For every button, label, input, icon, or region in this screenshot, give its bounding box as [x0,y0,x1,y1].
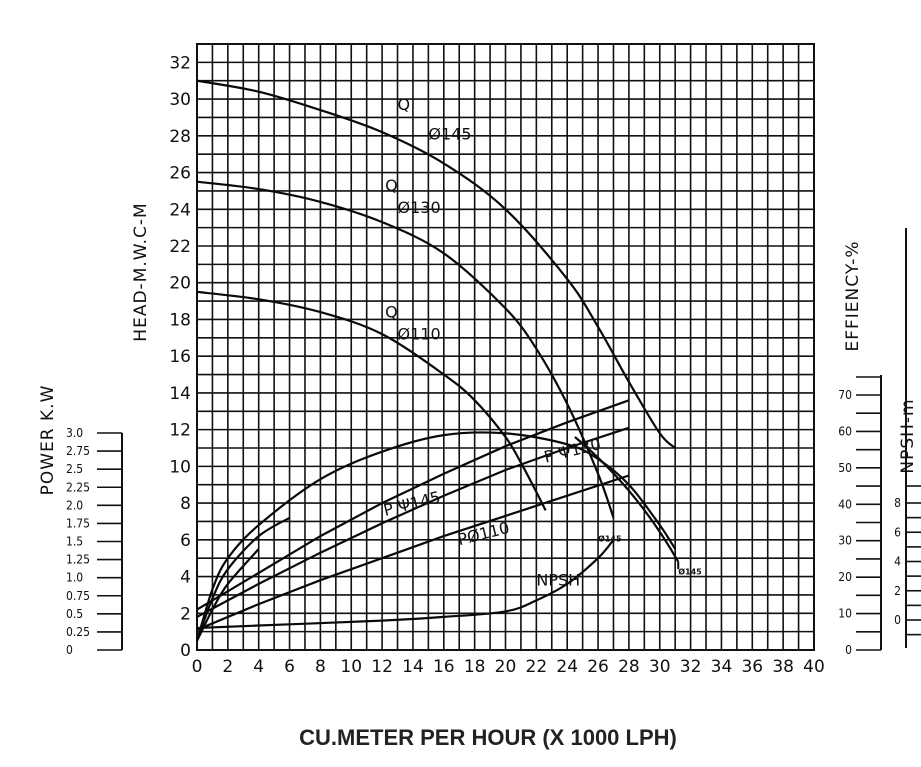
y-tick-label: 0 [180,641,191,661]
power-tick-label: 0.25 [66,625,90,639]
x-tick-label: 20 [495,657,517,677]
power-tick-label: 1.5 [66,535,83,549]
y-tick-label: 22 [169,237,191,257]
power-tick-label: 2.0 [66,498,83,512]
power-axis-title: POWER K.W [38,385,58,496]
x-tick-label: 24 [556,657,578,677]
power-tick-label: 1.0 [66,571,83,585]
efficiency-tick-label: 50 [838,461,852,475]
efficiency-tick-label: 0 [845,643,852,657]
efficiency-tick-label: 70 [838,388,852,402]
x-axis-title: CU.METER PER HOUR (X 1000 LPH) [299,725,677,750]
npsh-tick-label: 4 [894,555,901,569]
npsh-tick-label: 8 [894,496,901,510]
power-tick-label: 2.5 [66,462,83,476]
efficiency-tick-label: 10 [838,607,852,621]
y-tick-label: 26 [169,164,191,184]
power-tick-label: 0 [66,643,73,657]
q110-dia-label: Ø110 [398,325,441,344]
npsh-end-label: Ø145 [598,534,622,544]
curve-power-145 [196,399,630,611]
y-tick-label: 14 [169,384,191,404]
curve-efficiency-eff130 [195,516,291,642]
q130-label: Q [385,176,398,195]
curve-head-145 [196,79,676,449]
p145-label: P Ψ145 [382,487,443,519]
y-tick-label: 12 [169,421,191,441]
y-tick-label: 6 [180,531,191,551]
power-tick-label: 2.25 [66,480,90,494]
npsh-axis-title: NPSH-m [898,398,918,473]
curve-layer [195,79,680,642]
x-tick-label: 40 [803,657,825,677]
x-tick-label: 8 [315,657,326,677]
y-tick-label: 28 [169,127,191,147]
y-tick-label: 10 [169,457,191,477]
efficiency-axis-title: EFFIENCY-% [843,241,863,352]
q110-label: Q [385,303,398,322]
npsh-tick-label: 6 [894,525,901,539]
x-tick-label: 36 [741,657,763,677]
npsh-tick-label: 2 [894,584,901,598]
y-tick-label: 24 [169,200,191,220]
efficiency-tick-label: 30 [838,534,852,548]
y-tick-label: 2 [180,604,191,624]
power-tick-label: 1.25 [66,553,90,567]
efficiency-tick-label: 60 [838,424,852,438]
q145-label: Q [398,95,411,114]
x-tick-label: 4 [253,657,264,677]
secondary-axes: 3.0 2.75 2.5 2.25 2.0 1.75 1.5 1.25 1.0 0.75 0.5 0.… [66,228,921,657]
x-tick-label: 12 [371,657,393,677]
npsh-label: NPSH [536,571,580,590]
y-tick-label: 30 [169,90,191,110]
plot-grid: 0 2 4 6 8 10 12 14 16 18 20 22 24 26 28 30 32 34 36 38 40024… [169,43,825,677]
x-tick-label: 28 [618,657,640,677]
q130-dia-label: Ø130 [398,198,441,217]
y-axis-title: HEAD-M.W.C-M [131,202,151,341]
x-tick-label: 6 [284,657,295,677]
y-tick-label: 8 [180,494,191,514]
x-tick-label: 2 [222,657,233,677]
power-tick-label: 2.75 [66,444,90,458]
curve-power-130 [196,426,630,618]
x-tick-label: 18 [464,657,486,677]
power-tick-label: 1.75 [66,516,90,530]
y-tick-label: 20 [169,274,191,294]
curve-head-145-tail [574,436,680,563]
x-tick-label: 22 [526,657,548,677]
x-tick-label: 0 [192,657,203,677]
x-tick-label: 34 [711,657,733,677]
efficiency-tick-label: 20 [838,570,852,584]
curve-head-110 [196,290,547,511]
head-end-label: Ø145 [678,567,702,577]
x-tick-label: 30 [649,657,671,677]
y-tick-label: 4 [180,568,191,588]
curve-efficiency-eff145 [195,431,677,642]
y-tick-label: 32 [169,53,191,73]
efficiency-tick-label: 40 [838,497,852,511]
q145-dia-label: Ø145 [428,124,471,143]
power-tick-label: 3.0 [66,426,83,440]
x-tick-label: 16 [433,657,455,677]
npsh-tick-label: 0 [894,613,901,627]
x-tick-label: 10 [340,657,362,677]
power-tick-label: 0.5 [66,607,83,621]
x-tick-label: 14 [402,657,424,677]
power-tick-label: 0.75 [66,589,90,603]
y-tick-label: 18 [169,310,191,330]
x-tick-label: 26 [587,657,609,677]
x-tick-label: 38 [772,657,794,677]
curve-npsh-npsh [196,539,615,630]
x-tick-label: 32 [680,657,702,677]
y-tick-label: 16 [169,347,191,367]
curve-power-110 [196,474,630,631]
curve-head-130 [196,180,615,519]
